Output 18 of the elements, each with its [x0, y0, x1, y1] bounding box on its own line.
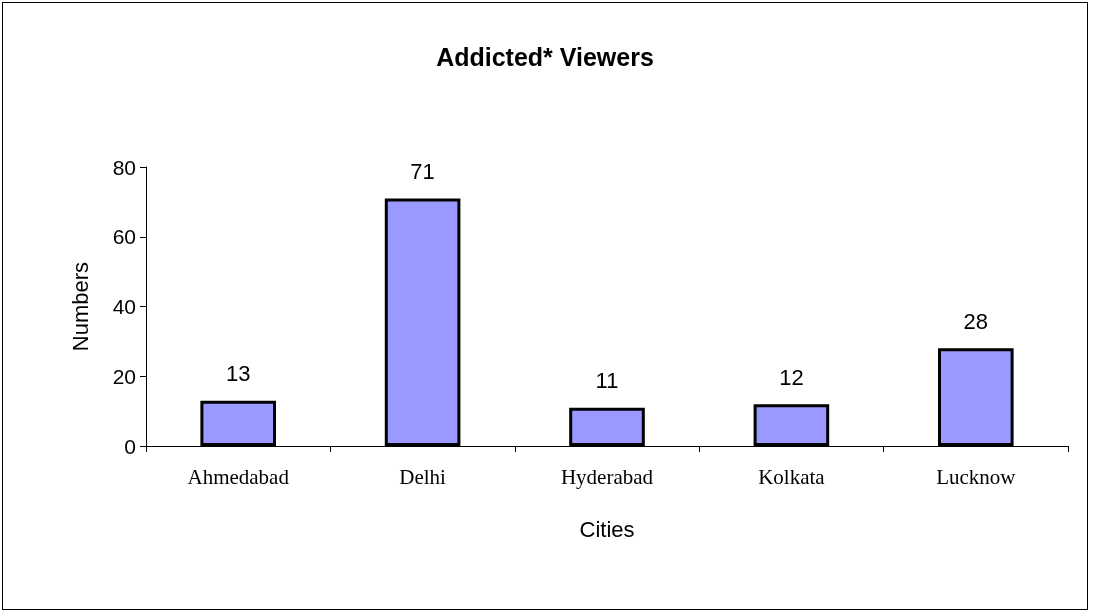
x-tick-label: Lucknow [936, 464, 1017, 489]
y-tick-label: 20 [112, 364, 136, 388]
x-tick-label: Ahmedabad [187, 464, 290, 489]
y-tick-label: 80 [112, 155, 136, 179]
y-tick-label: 0 [124, 434, 136, 458]
y-axis-title: Numbers [67, 261, 93, 352]
x-tick-label: Kolkata [758, 464, 826, 489]
x-axis-title: Cities [579, 516, 635, 542]
x-tick-label: Delhi [399, 464, 447, 489]
data-label: 12 [779, 364, 804, 390]
x-tick-label: Hyderabad [560, 464, 654, 489]
data-label: 71 [410, 158, 435, 184]
y-tick-label: 40 [112, 295, 136, 318]
data-label: 28 [963, 308, 989, 334]
y-tick-label: 60 [112, 225, 136, 249]
chart-title: Addicted* Viewers [436, 42, 654, 71]
data-label: 11 [595, 368, 619, 394]
data-label: 13 [225, 361, 251, 387]
